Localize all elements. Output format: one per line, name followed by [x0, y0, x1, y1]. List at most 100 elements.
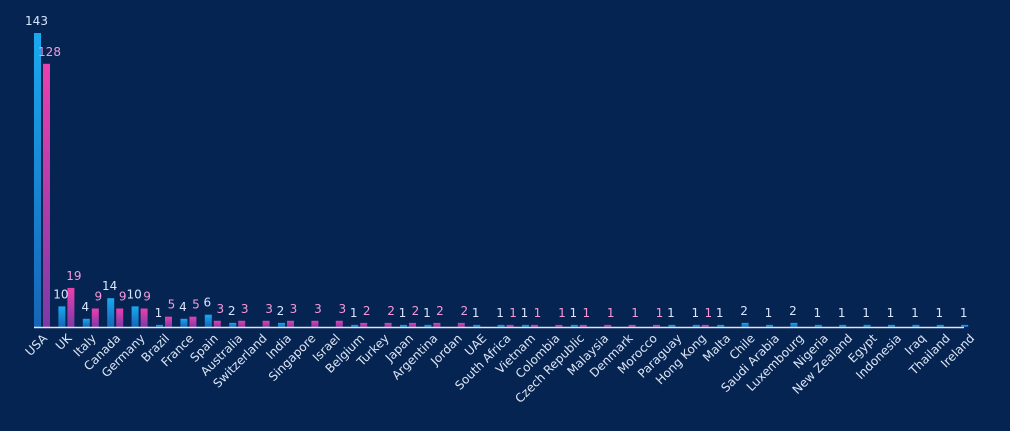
data-label-series1-luxembourg: 2: [789, 304, 797, 318]
bar-series1-belgium: [351, 324, 359, 327]
data-label-series2-malaysia: 1: [607, 306, 615, 320]
data-label-series1-france: 4: [179, 300, 187, 314]
bar-series1-india: [278, 322, 285, 327]
data-label-series2-india: 3: [290, 302, 298, 316]
bar-series1-egypt: [863, 324, 871, 327]
data-label-series2-vietnam: 1: [534, 306, 542, 320]
data-label-series1-spain: 6: [203, 296, 211, 310]
bar-series2-france: [189, 316, 197, 327]
bar-series1-thailand: [936, 324, 944, 327]
data-label-series1-czech-republic: 1: [569, 306, 577, 320]
bar-series2-hong-kong: [701, 324, 709, 327]
data-label-series2-japan: 2: [412, 304, 420, 318]
bar-series1-hong-kong: [692, 324, 700, 327]
data-label-series1-italy: 4: [81, 300, 89, 314]
bar-series2-japan: [409, 322, 416, 327]
data-label-series2-australia: 3: [241, 302, 249, 316]
data-label-series1-new-zealand: 1: [838, 306, 846, 320]
bar-series2-argentina: [433, 322, 441, 327]
bar-series2-brazil: [165, 316, 172, 327]
data-label-series1-argentina: 1: [423, 306, 431, 320]
bar-series2-spain: [213, 320, 221, 327]
data-label-series2-israel: 3: [338, 302, 346, 316]
bar-series2-israel: [335, 320, 343, 327]
data-label-series2-morocco: 1: [656, 306, 664, 320]
data-label-series2-france: 5: [192, 298, 200, 312]
bar-series1-new-zealand: [839, 324, 847, 327]
bar-series2-switzerland: [262, 320, 270, 327]
bar-series2-australia: [238, 320, 246, 327]
data-label-series2-south-africa: 1: [509, 306, 517, 320]
x-tick-label-usa: USA: [23, 331, 51, 359]
bars-layer: [34, 33, 969, 328]
bar-series1-uk: [58, 306, 66, 327]
bar-series1-argentina: [424, 324, 432, 327]
data-label-series2-spain: 3: [216, 302, 224, 316]
x-tick-labels-layer: USA UKItalyCanadaGermanyBrazilFranceSpain…: [23, 330, 978, 405]
bar-series2-colombia: [555, 324, 563, 327]
data-label-series1-japan: 1: [399, 306, 407, 320]
data-label-series1-germany: 10: [126, 287, 141, 301]
x-tick-label-malta: Malta: [700, 331, 733, 364]
bar-series2-malaysia: [604, 324, 612, 327]
data-label-series2-colombia: 1: [558, 306, 566, 320]
data-label-series2-canada: 9: [119, 290, 127, 304]
bar-series1-chile: [741, 322, 749, 327]
data-label-series2-czech-republic: 1: [582, 306, 590, 320]
data-label-series1-brazil: 1: [155, 306, 163, 320]
data-label-series2-argentina: 2: [436, 304, 444, 318]
bar-series1-brazil: [156, 324, 163, 327]
bar-series1-luxembourg: [790, 322, 798, 327]
bar-series1-indonesia: [888, 324, 895, 327]
bar-series1-germany: [131, 306, 139, 327]
bar-series2-turkey: [384, 322, 392, 327]
bar-series2-morocco: [653, 324, 660, 327]
data-label-series2-singapore: 3: [314, 302, 322, 316]
data-label-series1-usa: 143: [25, 14, 48, 28]
data-label-series1-belgium: 1: [350, 306, 358, 320]
data-label-series1-uae: 1: [472, 306, 480, 320]
bar-series2-belgium: [360, 322, 368, 327]
data-label-series2-turkey: 2: [387, 304, 395, 318]
bar-series2-south-africa: [506, 324, 514, 327]
bar-series1-france: [180, 318, 188, 327]
bar-series2-uk: [67, 287, 75, 327]
data-label-series1-iraq: 1: [911, 306, 919, 320]
data-label-series2-usa: 128: [38, 45, 61, 59]
bar-series2-germany: [140, 308, 148, 327]
data-label-series1-ireland: 1: [960, 306, 968, 320]
bar-series1-czech-republic: [570, 324, 578, 327]
data-label-series1-paraguay: 1: [667, 306, 675, 320]
data-label-series1-vietnam: 1: [521, 306, 529, 320]
data-label-series2-switzerland: 3: [265, 302, 273, 316]
bar-series1-paraguay: [668, 324, 676, 327]
bar-series1-nigeria: [814, 324, 822, 327]
bar-series1-spain: [204, 314, 212, 327]
bar-series1-canada: [107, 298, 115, 327]
bar-series2-denmark: [628, 324, 636, 327]
bar-series1-malta: [717, 324, 725, 327]
bar-series1-iraq: [912, 324, 920, 327]
data-label-series1-australia: 2: [228, 304, 236, 318]
data-label-series2-hong-kong: 1: [704, 306, 712, 320]
bar-series1-saudi-arabia: [766, 324, 773, 327]
bar-series2-italy: [91, 308, 99, 327]
bar-series2-czech-republic: [579, 324, 587, 327]
data-label-series2-denmark: 1: [631, 306, 639, 320]
bar-series2-jordan: [457, 322, 465, 327]
bar-series2-india: [287, 320, 294, 327]
bar-series1-japan: [400, 324, 407, 327]
data-label-series1-uk: 10: [53, 287, 68, 301]
data-label-series1-indonesia: 1: [887, 306, 895, 320]
data-label-series1-hong-kong: 1: [691, 306, 699, 320]
data-label-series1-egypt: 1: [862, 306, 870, 320]
data-label-series2-jordan: 2: [460, 304, 468, 318]
bar-series1-uae: [473, 324, 481, 327]
bar-series1-south-africa: [497, 324, 505, 327]
data-label-series1-thailand: 1: [935, 306, 943, 320]
data-label-series1-south-africa: 1: [496, 306, 504, 320]
bar-series1-usa: [34, 33, 41, 327]
